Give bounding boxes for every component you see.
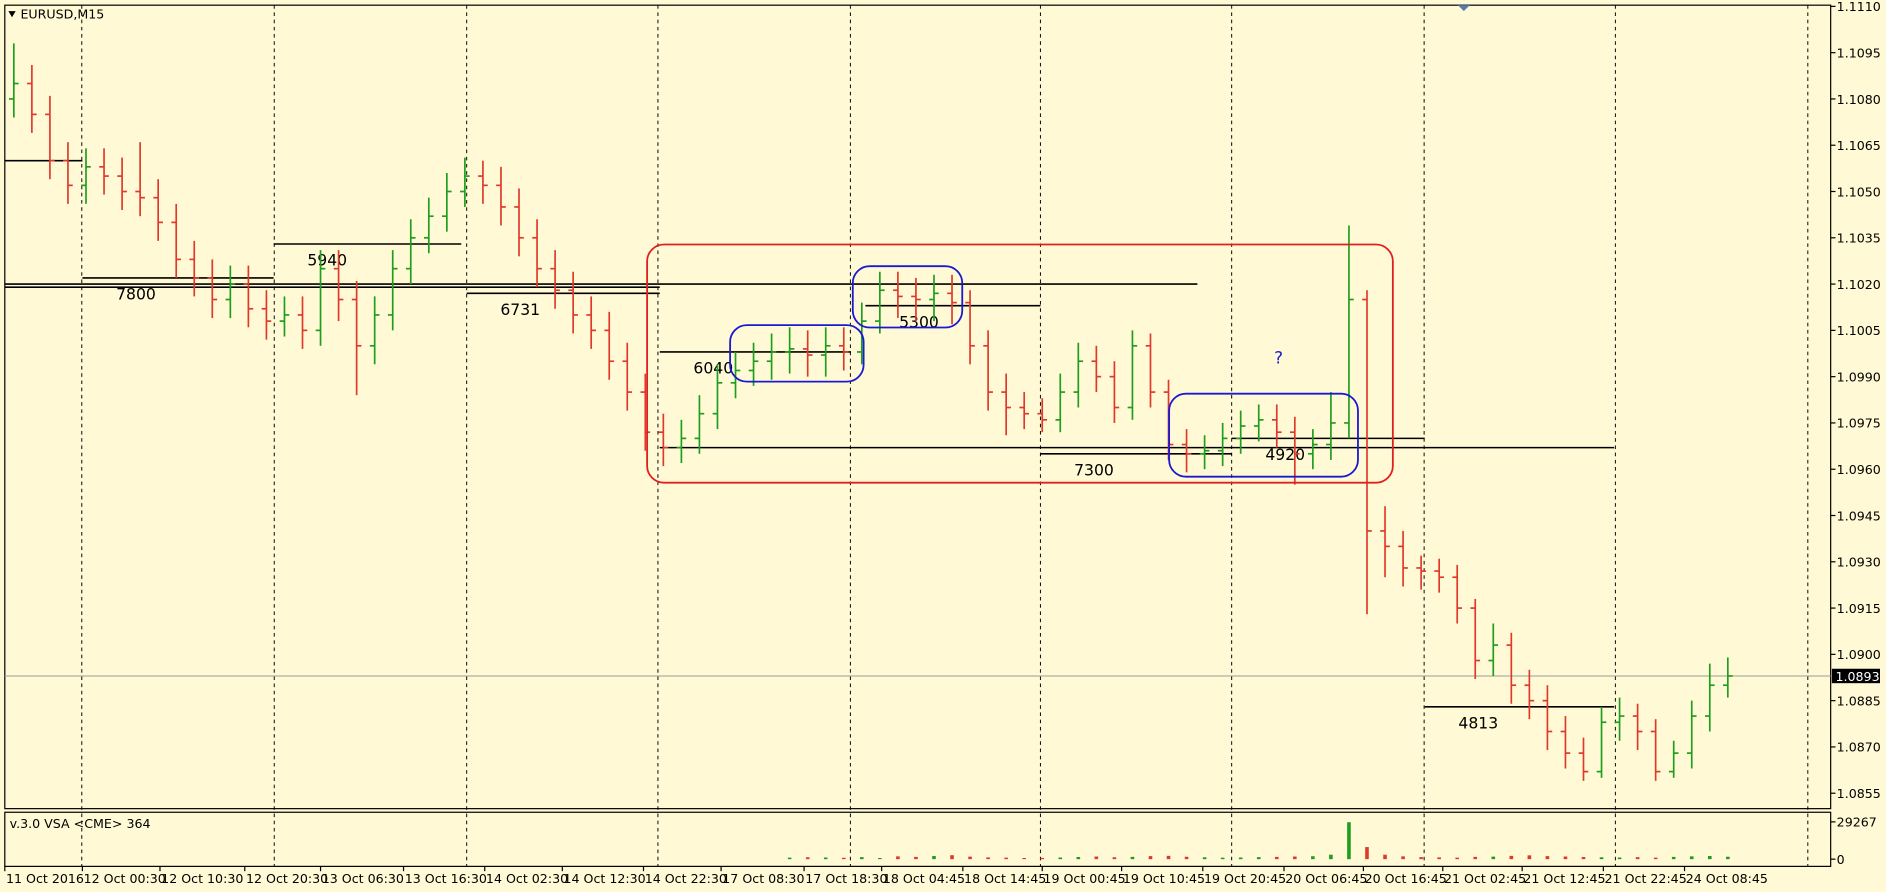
y-tick-label: 1.1050 bbox=[1837, 184, 1881, 199]
level-label: 5940 bbox=[307, 251, 347, 270]
level-label: 6731 bbox=[500, 300, 540, 319]
annotation: ? bbox=[1274, 348, 1283, 368]
x-tick-label: 14 Oct 22:30 bbox=[645, 871, 727, 886]
y-tick-label: 1.1065 bbox=[1837, 138, 1881, 153]
zone-box bbox=[729, 324, 865, 383]
y-tick-label: 1.1020 bbox=[1837, 277, 1881, 292]
x-tick-label: 17 Oct 18:30 bbox=[805, 871, 887, 886]
frame bbox=[4, 4, 1832, 867]
y-tick-label: 1.0990 bbox=[1837, 369, 1881, 384]
marker bbox=[1457, 5, 1470, 12]
price-pane bbox=[4, 4, 1832, 810]
x-tick-label: 17 Oct 08:30 bbox=[722, 871, 804, 886]
x-tick-label: 20 Oct 06:45 bbox=[1285, 871, 1367, 886]
x-tick-label: 14 Oct 02:30 bbox=[486, 871, 568, 886]
menu-arrow bbox=[8, 11, 16, 18]
zone-box bbox=[851, 265, 964, 329]
x-tick-label: 18 Oct 14:45 bbox=[964, 871, 1046, 886]
x-tick-label: 12 Oct 10:30 bbox=[161, 871, 243, 886]
x-tick-label: 13 Oct 16:30 bbox=[405, 871, 487, 886]
y-tick-label: 1.0915 bbox=[1837, 601, 1881, 616]
y-tick-label: 1.1080 bbox=[1837, 92, 1881, 107]
level-label: 7300 bbox=[1074, 460, 1114, 479]
x-tick-label: 21 Oct 02:45 bbox=[1444, 871, 1526, 886]
level-label: 7800 bbox=[116, 285, 156, 304]
x-tick-label: 19 Oct 10:45 bbox=[1123, 871, 1205, 886]
current-price-box bbox=[1831, 668, 1880, 684]
volume-pane bbox=[4, 811, 1832, 867]
x-tick-label: 21 Oct 12:45 bbox=[1523, 871, 1605, 886]
x-tick-label: 18 Oct 04:45 bbox=[883, 871, 965, 886]
range-box bbox=[646, 243, 1394, 484]
y-tick-label: 0 bbox=[1837, 852, 1845, 867]
marks: 1.1110 1.1095 1.1080 1.1065 1.1050 1.1035 1.10… bbox=[4, 0, 1881, 886]
x-tick-label: 13 Oct 06:30 bbox=[322, 871, 404, 886]
y-tick-label: 1.0885 bbox=[1837, 693, 1881, 708]
y-tick-label: 29267 bbox=[1837, 815, 1877, 830]
x-tick-label: 20 Oct 16:45 bbox=[1365, 871, 1447, 886]
y-tick-label: 1.1110 bbox=[1837, 0, 1881, 14]
current-price-label: 1.0893 bbox=[1835, 669, 1879, 684]
level-label: 5300 bbox=[899, 312, 939, 331]
symbol-title: EURUSD,M15 bbox=[20, 6, 104, 21]
x-tick-label: 19 Oct 20:45 bbox=[1204, 871, 1286, 886]
level-label: 4813 bbox=[1458, 713, 1498, 732]
y-tick-label: 1.0870 bbox=[1837, 740, 1881, 755]
x-tick-label: 11 Oct 2016 bbox=[6, 871, 84, 886]
x-tick-label: 24 Oct 08:45 bbox=[1686, 871, 1768, 886]
x-tick-label: 21 Oct 22:45 bbox=[1605, 871, 1687, 886]
y-tick-label: 1.0975 bbox=[1837, 416, 1881, 431]
y-tick-label: 1.0855 bbox=[1837, 786, 1881, 801]
y-tick-label: 1.1005 bbox=[1837, 323, 1881, 338]
zones bbox=[646, 243, 1394, 484]
x-tick-label: 12 Oct 00:30 bbox=[84, 871, 166, 886]
zone-box bbox=[1168, 392, 1359, 478]
volume-title: v.3.0 VSA <CME> 364 bbox=[10, 816, 151, 831]
x-tick-label: 12 Oct 20:30 bbox=[246, 871, 328, 886]
x-tick-label: 19 Oct 00:45 bbox=[1043, 871, 1125, 886]
y-tick-label: 1.0930 bbox=[1837, 555, 1881, 570]
y-tick-label: 1.1095 bbox=[1837, 45, 1881, 60]
y-tick-label: 1.0960 bbox=[1837, 462, 1881, 477]
y-tick-label: 1.0900 bbox=[1837, 647, 1881, 662]
x-tick-label: 14 Oct 12:30 bbox=[564, 871, 646, 886]
y-tick-label: 1.0945 bbox=[1837, 508, 1881, 523]
y-tick-label: 1.1035 bbox=[1837, 231, 1881, 246]
level-label: 6040 bbox=[693, 359, 733, 378]
